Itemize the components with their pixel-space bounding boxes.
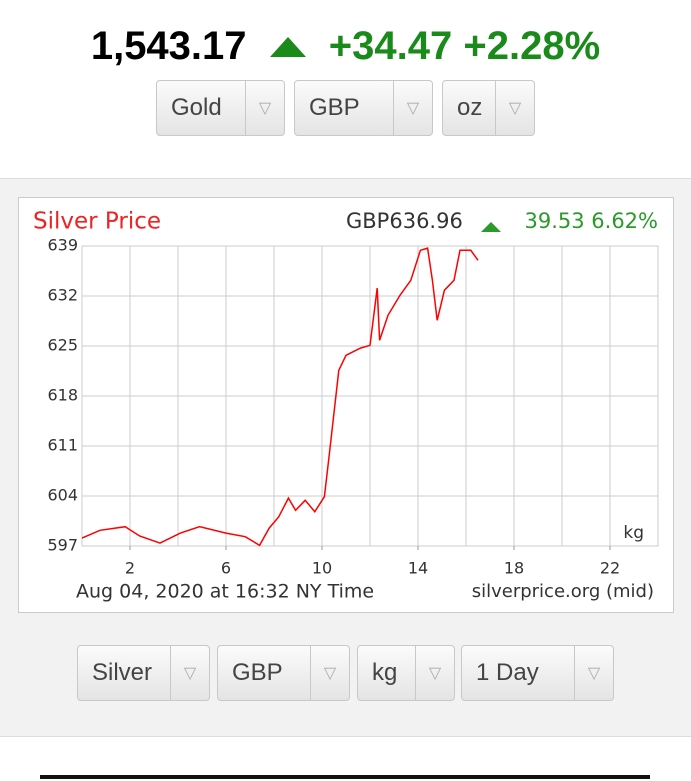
price: 1,543.17: [90, 24, 247, 68]
y-tick-label: 632: [47, 286, 78, 305]
currency-select[interactable]: GBP ▽: [217, 645, 350, 701]
currency-select[interactable]: GBP ▽: [294, 80, 433, 136]
x-tick-label: 14: [408, 559, 428, 578]
select-arrow: ▽: [574, 646, 613, 700]
up-arrow: [269, 37, 306, 57]
select-arrow: ▽: [245, 81, 284, 135]
x-tick-label: 22: [600, 559, 620, 578]
select-text: GBP: [309, 94, 360, 121]
select-text: oz: [457, 94, 483, 121]
y-tick-label: 611: [47, 436, 78, 455]
x-tick-label: 18: [504, 559, 524, 578]
y-tick-label: 604: [47, 486, 78, 505]
select-text: Silver: [92, 659, 153, 686]
metal-select[interactable]: Silver ▽: [77, 645, 210, 701]
select-text: kg: [372, 659, 398, 686]
unit-select[interactable]: kg ▽: [357, 645, 455, 701]
y-tick-label: 639: [47, 236, 78, 255]
select-text: 1 Day: [476, 659, 539, 686]
price-label: GBP636.96: [346, 209, 463, 233]
select-arrow: ▽: [310, 646, 349, 700]
chart-title: Silver Price: [33, 209, 161, 235]
source: silverprice.org (mid): [472, 581, 654, 602]
x-tick-label: 10: [312, 559, 332, 578]
select-text: GBP: [232, 659, 283, 686]
period-select[interactable]: 1 Day ▽: [461, 645, 614, 701]
up-arrow: [481, 222, 501, 232]
change-pct: 6.62%: [591, 209, 658, 233]
y-tick-label: 597: [47, 536, 78, 555]
change-pct: +2.28%: [463, 24, 601, 68]
select-arrow: ▽: [393, 81, 432, 135]
change: +34.47: [328, 24, 453, 68]
metal-select[interactable]: Gold ▽: [156, 80, 285, 136]
x-tick-label: 6: [221, 559, 231, 578]
select-arrow: ▽: [495, 81, 534, 135]
x-tick-label: 2: [125, 559, 135, 578]
chart: Silver Price GBP636.96 39.53 6.62% kg Au…: [18, 197, 674, 613]
change-label: 39.53 6.62%: [524, 209, 658, 233]
unit-select[interactable]: oz ▽: [442, 80, 535, 136]
select-arrow: ▽: [170, 646, 209, 700]
change: 39.53: [524, 209, 584, 233]
chart-frame: [18, 197, 674, 613]
select-arrow: ▽: [415, 646, 454, 700]
y-tick-label: 618: [47, 386, 78, 405]
unit-label: kg: [623, 523, 644, 543]
y-tick-label: 625: [47, 336, 78, 355]
select-text: Gold: [171, 94, 222, 121]
header: 1,543.17 +34.47 +2.28%: [0, 24, 691, 69]
timestamp: Aug 04, 2020 at 16:32 NY Time: [76, 581, 374, 603]
price-line: [81, 247, 479, 547]
